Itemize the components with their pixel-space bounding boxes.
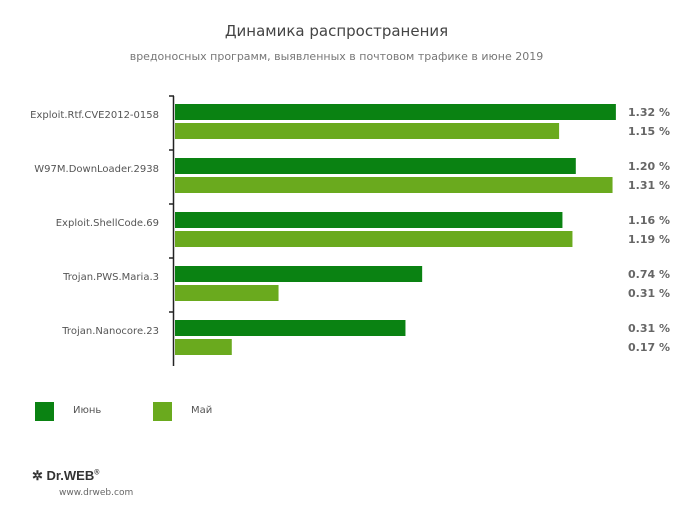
bar-may bbox=[175, 285, 279, 301]
legend-label-june: Июнь bbox=[73, 405, 102, 416]
category-label: Trojan.PWS.Maria.3 bbox=[62, 272, 159, 283]
data-label: 1.19 % bbox=[628, 233, 670, 246]
bar-june bbox=[175, 212, 563, 228]
category-label: Exploit.Rtf.CVE2012-0158 bbox=[30, 110, 159, 121]
chart-subtitle: вредоносных программ, выявленных в почто… bbox=[129, 50, 544, 63]
data-label: 1.32 % bbox=[628, 106, 670, 119]
bar-may bbox=[175, 339, 232, 355]
bar-may bbox=[175, 123, 560, 139]
category-label: W97M.DownLoader.2938 bbox=[34, 164, 159, 175]
bar-may bbox=[175, 231, 573, 247]
data-label: 0.17 % bbox=[628, 341, 670, 354]
bar-june bbox=[175, 104, 616, 120]
bar-chart: Exploit.Rtf.CVE2012-0158 1.32 % 1.15 % W97M… bbox=[30, 95, 670, 366]
website-link[interactable]: www.drweb.com bbox=[59, 488, 134, 498]
data-label: 0.74 % bbox=[628, 268, 670, 281]
category-label: Exploit.ShellCode.69 bbox=[56, 218, 159, 229]
category-label: Trojan.Nanocore.23 bbox=[61, 326, 159, 337]
data-label: 1.20 % bbox=[628, 160, 670, 173]
bar-may bbox=[175, 177, 613, 193]
data-label: 1.15 % bbox=[628, 125, 670, 138]
legend-label-may: Май bbox=[191, 405, 213, 416]
legend-swatch-may bbox=[153, 402, 172, 421]
data-label: 1.16 % bbox=[628, 214, 670, 227]
legend-swatch-june bbox=[35, 402, 54, 421]
drweb-logo: ✲ Dr.WEB® bbox=[32, 468, 100, 483]
data-label: 0.31 % bbox=[628, 287, 670, 300]
spider-icon: ✲ bbox=[32, 468, 43, 483]
chart-title: Динамика распространения bbox=[224, 22, 449, 40]
data-label: 1.31 % bbox=[628, 179, 670, 192]
data-label: 0.31 % bbox=[628, 322, 670, 335]
bar-june bbox=[175, 158, 576, 174]
bar-june bbox=[175, 266, 423, 282]
bar-june bbox=[175, 320, 406, 336]
brand-name: Dr.WEB bbox=[46, 468, 95, 483]
